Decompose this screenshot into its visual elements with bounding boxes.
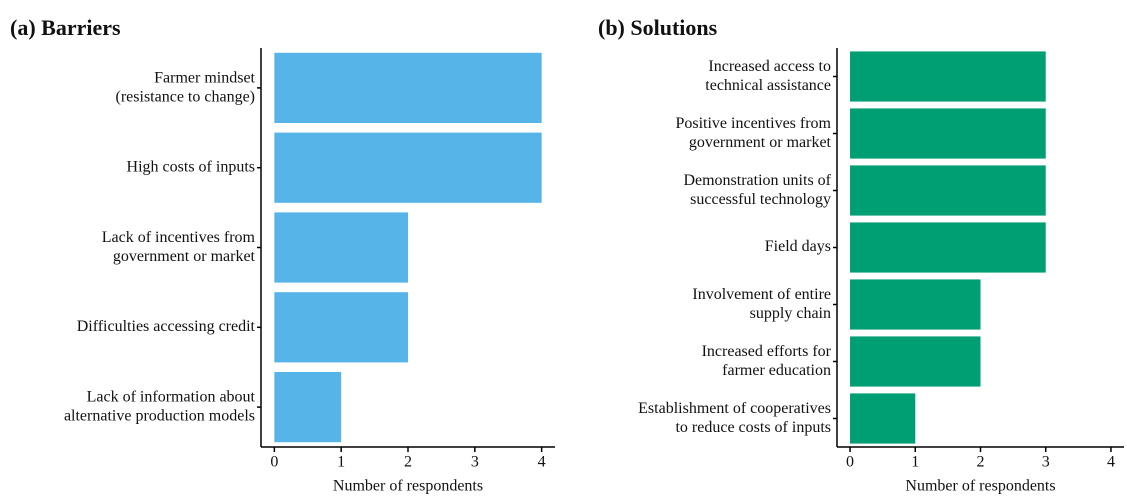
x-tick-label: 0 xyxy=(846,454,854,471)
y-tick-label: Lack of incentives from government or mar… xyxy=(102,229,256,265)
x-tick-label: 2 xyxy=(977,454,985,471)
bar xyxy=(850,336,981,387)
bar xyxy=(850,51,1046,102)
y-tick-label: Lack of information about alternative pro… xyxy=(64,388,256,424)
y-tick-label: Positive incentives from government or ma… xyxy=(675,115,831,151)
bar xyxy=(274,52,542,124)
x-tick-label: 4 xyxy=(1107,454,1115,471)
y-tick-label: Difficulties accessing credit xyxy=(77,318,256,335)
chart-title: (b) Solutions xyxy=(598,15,718,40)
bar xyxy=(274,292,408,363)
x-tick-label: 3 xyxy=(471,454,479,471)
x-tick-label: 1 xyxy=(337,454,345,471)
bar xyxy=(850,279,981,330)
x-tick-label: 4 xyxy=(538,454,546,471)
y-tick-label: Increased efforts for farmer education xyxy=(702,343,832,379)
bar xyxy=(850,165,1046,216)
y-tick-label: Increased access to technical assistance xyxy=(705,58,831,94)
y-tick-label: Establishment of cooperatives to reduce c… xyxy=(638,400,831,436)
x-tick-label: 1 xyxy=(911,454,919,471)
x-tick-label: 3 xyxy=(1042,454,1050,471)
bar xyxy=(274,212,408,283)
bar xyxy=(274,371,342,443)
x-axis-label: Number of respondents xyxy=(333,478,483,495)
bar xyxy=(850,393,916,444)
x-tick-label: 0 xyxy=(270,454,278,471)
x-tick-label: 2 xyxy=(404,454,412,471)
chart-title: (a) Barriers xyxy=(10,15,121,40)
x-axis-label: Number of respondents xyxy=(905,478,1055,495)
bar xyxy=(274,132,542,203)
y-tick-label: High costs of inputs xyxy=(127,158,255,175)
bar xyxy=(850,222,1046,273)
bar xyxy=(850,108,1046,159)
y-tick-label: Demonstration units of successful technol… xyxy=(683,172,831,208)
y-tick-label: Involvement of entire supply chain xyxy=(692,286,831,322)
y-tick-label: Field days xyxy=(765,238,831,255)
y-tick-label: Farmer mindset (resistance to change) xyxy=(116,69,256,105)
